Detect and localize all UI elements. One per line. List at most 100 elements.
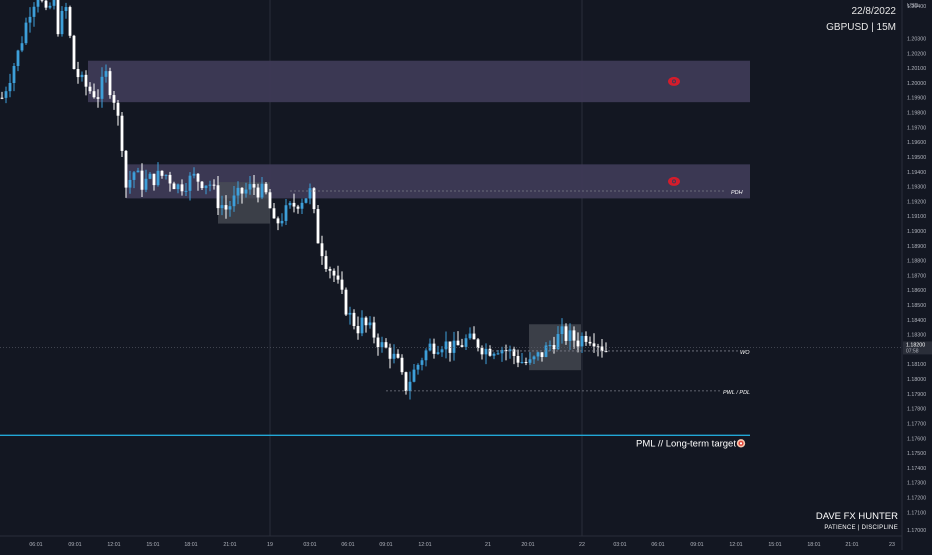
candle-body: [12, 65, 16, 84]
price-tick-label: 1.18700: [907, 273, 926, 279]
candle-body: [356, 326, 360, 334]
candle-body: [312, 188, 316, 210]
candle-body: [136, 170, 140, 173]
price-tick-label: 1.19800: [907, 111, 926, 117]
price-tick-label: 1.17000: [907, 528, 926, 534]
candle-body: [432, 343, 436, 354]
candle-body: [540, 352, 544, 357]
candle-body: [500, 350, 504, 354]
price-tick-label: 1.19500: [907, 155, 926, 161]
candle-body: [424, 350, 428, 361]
candle-body: [412, 369, 416, 382]
candle-body: [508, 349, 512, 352]
candle-body: [436, 352, 440, 354]
supply-zone-upper: [88, 60, 750, 103]
candle-body: [404, 372, 408, 392]
candle-body: [156, 170, 160, 186]
candle-body: [104, 71, 108, 77]
candle-body: [224, 205, 228, 210]
time-tick-label: 12:01: [729, 542, 742, 548]
candle-body: [244, 189, 248, 194]
candle-body: [452, 340, 456, 353]
candle-body: [520, 361, 524, 363]
price-tick-label: 1.18400: [907, 318, 926, 324]
price-tick-label: 1.19100: [907, 214, 926, 220]
candle-body: [572, 330, 576, 341]
candle-body: [188, 175, 192, 191]
candle-body: [248, 184, 252, 190]
candle-body: [20, 43, 24, 51]
candle-body: [216, 185, 220, 209]
candle-body: [80, 74, 84, 78]
candle-body: [152, 173, 156, 186]
candle-body: [4, 91, 8, 98]
candle-body: [112, 95, 116, 103]
candle-body: [196, 173, 200, 182]
candle-body: [468, 333, 472, 339]
candle-body: [308, 188, 312, 199]
candle-body: [160, 170, 164, 176]
candle-body: [580, 335, 584, 347]
price-tick-label: 1.18600: [907, 288, 926, 294]
candle-body: [284, 205, 288, 221]
price-tick-label: 1.20200: [907, 51, 926, 57]
price-tick-label: 1.19900: [907, 96, 926, 102]
price-axis-currency: USD: [907, 3, 918, 9]
candle-body: [324, 256, 328, 269]
candle-body: [388, 347, 392, 359]
candle-body: [96, 97, 100, 99]
candle-body: [564, 326, 568, 341]
price-tick-label: 1.19200: [907, 199, 926, 205]
level-label: WO: [740, 350, 750, 356]
candle-body: [416, 364, 420, 370]
price-tick-label: 1.18900: [907, 244, 926, 250]
candle-body: [352, 312, 356, 327]
candle-body: [148, 173, 152, 179]
candle-body: [536, 352, 540, 357]
candle-body: [212, 184, 216, 186]
candle-body: [168, 174, 172, 184]
time-tick-label: 21: [485, 542, 491, 548]
candle-body: [172, 183, 176, 190]
candle-body: [48, 5, 52, 8]
candle-body: [364, 317, 368, 326]
price-tick-label: 1.19600: [907, 140, 926, 146]
candle-body: [460, 345, 464, 347]
candle-body: [176, 184, 180, 190]
eye-pupil-center: [673, 180, 675, 183]
candle-body: [476, 339, 480, 349]
candle-body: [576, 340, 580, 347]
price-tick-label: 1.17100: [907, 510, 926, 516]
time-tick-label: 09:01: [690, 542, 703, 548]
candle-body: [484, 348, 488, 355]
candle-body: [108, 71, 112, 96]
candle-body: [268, 192, 272, 209]
candle-body: [264, 183, 268, 193]
price-tick-label: 1.17600: [907, 436, 926, 442]
candle-body: [592, 343, 596, 347]
candle-body: [132, 172, 136, 180]
candle-body: [376, 337, 380, 348]
time-tick-label: 06:01: [341, 542, 354, 548]
candle-body: [556, 334, 560, 350]
candle-body: [440, 349, 444, 353]
candle-body: [548, 345, 552, 347]
eye-pupil-center: [673, 80, 675, 83]
candle-body: [232, 195, 236, 207]
candle-body: [40, 0, 44, 1]
candle-body: [88, 86, 92, 92]
candle-body: [332, 270, 336, 276]
current-price-value: 1.18200: [906, 342, 925, 348]
candle-body: [472, 333, 476, 340]
price-tick-label: 1.17500: [907, 451, 926, 457]
candle-body: [52, 0, 56, 6]
candle-body: [60, 10, 64, 35]
candle-body: [32, 6, 36, 17]
candle-body: [360, 317, 364, 334]
price-tick-label: 1.19000: [907, 229, 926, 235]
candle-body: [528, 359, 532, 363]
current-price-countdown: 07:58: [906, 348, 919, 354]
time-tick-label: 12:01: [418, 542, 431, 548]
price-tick-label: 1.18100: [907, 362, 926, 368]
